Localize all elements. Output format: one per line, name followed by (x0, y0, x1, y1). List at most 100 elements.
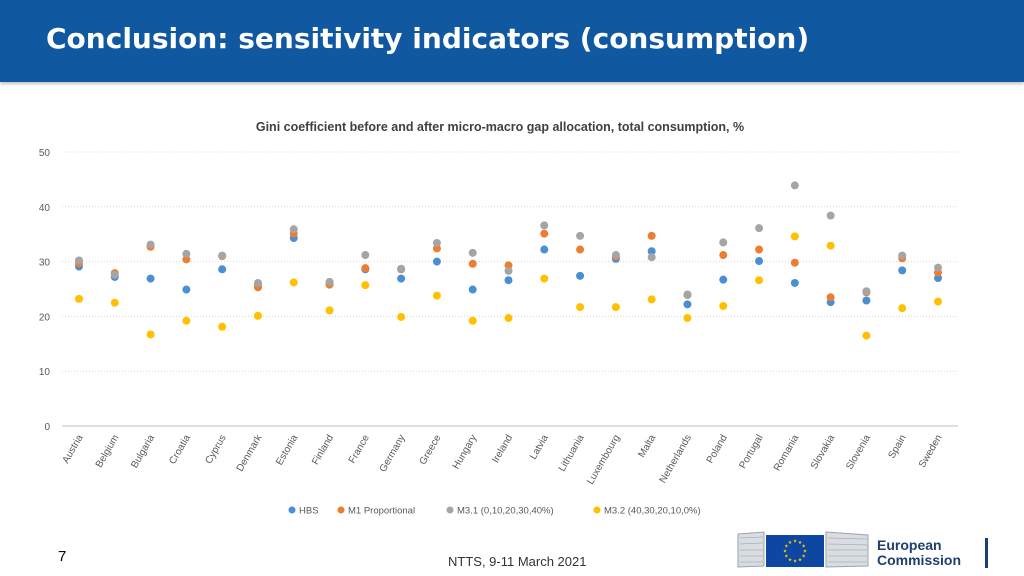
point-s0-romania (790, 278, 799, 287)
x-tick-label: Romania (772, 433, 802, 474)
point-s2-slovenia (862, 287, 871, 296)
point-s0-greece (432, 257, 441, 266)
point-s2-poland (719, 238, 728, 247)
x-tick-label: Netherlands (658, 433, 694, 485)
point-s1-latvia (540, 229, 549, 238)
eu-stars-icon (783, 539, 807, 563)
title-bar: Conclusion: sensitivity indicators (cons… (0, 0, 1024, 82)
point-s3-bulgaria (146, 330, 155, 339)
eu-star-icon (801, 544, 806, 548)
point-s2-latvia (540, 221, 549, 230)
point-s2-ireland (504, 266, 513, 275)
point-s2-luxembourg (611, 251, 620, 260)
point-s2-finland (325, 277, 334, 286)
point-s0-germany (397, 274, 406, 283)
point-s1-hungary (468, 259, 477, 268)
x-tick-label: Portugal (737, 433, 765, 471)
x-tick-label: Denmark (235, 432, 265, 473)
x-tick-label: Bulgaria (129, 433, 157, 471)
x-tick-label: Finland (310, 433, 336, 467)
y-tick-label: 40 (39, 203, 51, 214)
x-tick-label: Latvia (528, 433, 551, 462)
point-s1-croatia (182, 255, 191, 264)
point-s1-romania (790, 258, 799, 267)
point-s3-spain (898, 304, 907, 313)
legend-marker (337, 506, 345, 514)
point-s3-belgium (110, 298, 119, 307)
x-tick-label: Austria (61, 433, 86, 466)
point-s1-greece (432, 244, 441, 253)
logo-stripe-lines (739, 536, 868, 563)
point-s0-spain (898, 266, 907, 275)
point-s3-germany (397, 312, 406, 321)
point-s3-poland (719, 301, 728, 310)
point-s2-belgium (110, 270, 119, 279)
point-s3-ireland (504, 314, 513, 323)
chart-title: Gini coefficient before and after micro-… (256, 120, 744, 134)
point-s3-greece (432, 291, 441, 300)
eu-star-icon (788, 557, 792, 562)
logo-stripes-icon (737, 531, 869, 568)
point-s2-romania (790, 181, 799, 190)
point-s2-germany (397, 264, 406, 273)
point-s0-ireland (504, 276, 513, 285)
european-commission-logo (737, 531, 869, 568)
point-s3-finland (325, 306, 334, 315)
point-s1-poland (719, 251, 728, 260)
point-s3-portugal (755, 276, 764, 285)
point-s1-slovakia (826, 293, 835, 302)
eu-star-icon (788, 540, 792, 544)
point-s1-lithuania (576, 245, 585, 254)
point-s2-estonia (289, 225, 298, 234)
eu-star-icon (784, 544, 789, 548)
legend-marker (446, 506, 454, 514)
y-tick-label: 20 (39, 312, 51, 323)
x-tick-label: Sweden (917, 433, 945, 470)
eu-star-icon (793, 539, 797, 543)
x-tick-label: Germany (378, 433, 408, 474)
eu-star-icon (784, 554, 789, 558)
x-tick-label: Croatia (167, 433, 193, 467)
commission-name-line2: Commission (877, 552, 962, 568)
legend-label: M1 Proportional (348, 506, 415, 517)
point-s3-slovenia (862, 331, 871, 340)
point-s2-austria (75, 256, 83, 265)
point-s1-ireland (504, 261, 513, 270)
point-s2-croatia (182, 249, 191, 258)
x-tick-label: Ireland (490, 433, 515, 465)
x-tick-label: Poland (705, 433, 730, 465)
logo-divider (985, 538, 988, 568)
point-s3-denmark (253, 311, 262, 320)
x-tick-label: Luxembourg (585, 433, 622, 487)
x-tick-label: Slovenia (844, 433, 873, 472)
point-s0-croatia (182, 285, 191, 294)
x-tick-label: France (347, 433, 372, 466)
point-s2-slovakia (826, 211, 835, 220)
point-s3-hungary (468, 316, 477, 325)
commission-name: European Commission (877, 538, 961, 568)
point-s3-lithuania (576, 303, 585, 312)
point-s0-netherlands (683, 300, 692, 309)
point-s0-poland (719, 275, 728, 284)
point-s3-cyprus (218, 322, 227, 331)
eu-star-icon (793, 559, 797, 563)
y-tick-label: 10 (39, 367, 51, 378)
point-s3-romania (790, 232, 799, 241)
x-tick-label: Cyprus (203, 433, 228, 466)
point-s2-france (361, 251, 370, 260)
footer-conference: NTTS, 9-11 March 2021 (448, 554, 587, 569)
point-s3-estonia (289, 278, 298, 287)
point-s1-france (361, 264, 370, 273)
point-s0-latvia (540, 245, 549, 254)
x-tick-label: Lithuania (557, 433, 587, 474)
point-s2-cyprus (218, 251, 227, 260)
point-s3-croatia (182, 316, 191, 325)
slide-title: Conclusion: sensitivity indicators (cons… (46, 22, 810, 55)
commission-name-line1: European (877, 537, 942, 553)
point-s3-sweden (934, 297, 942, 306)
legend-label: HBS (299, 506, 319, 517)
point-s0-cyprus (218, 265, 227, 274)
legend-marker (288, 506, 296, 514)
point-s3-malta (647, 295, 656, 304)
point-s3-netherlands (683, 314, 692, 323)
